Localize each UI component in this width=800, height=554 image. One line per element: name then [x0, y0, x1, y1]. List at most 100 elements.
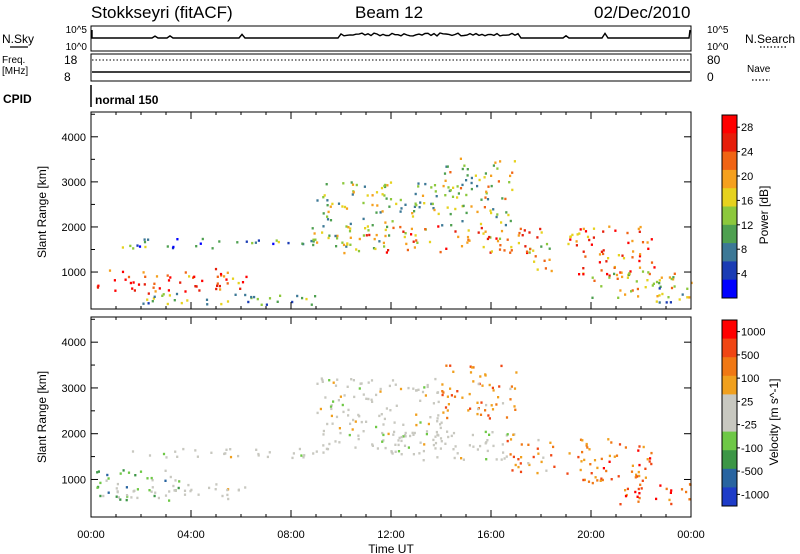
- power-data-cell: [486, 237, 489, 241]
- power-data-cell: [504, 197, 507, 201]
- velocity-data-cell: [434, 447, 437, 450]
- power-data-cell: [631, 256, 634, 259]
- power-data-cell: [582, 273, 585, 276]
- colorbar-tick-label: -100: [741, 443, 763, 455]
- power-data-cell: [462, 204, 465, 208]
- velocity-data-cell: [322, 433, 325, 436]
- power-data-cell: [617, 254, 620, 257]
- velocity-data-cell: [322, 444, 325, 447]
- power-data-cell: [417, 182, 420, 185]
- power-data-cell: [529, 247, 532, 251]
- cpid-label: CPID: [3, 92, 32, 106]
- velocity-data-cell: [452, 448, 455, 451]
- power-data-cell: [384, 228, 387, 232]
- velocity-data-cell: [501, 402, 505, 405]
- power-data-cell: [598, 261, 601, 264]
- velocity-data-cell: [422, 449, 425, 453]
- velocity-data-cell: [429, 416, 432, 419]
- power-data-cell: [651, 284, 654, 287]
- velocity-data-cell: [640, 487, 643, 490]
- power-data-cell: [322, 212, 325, 215]
- velocity-data-cell: [503, 457, 506, 460]
- power-data-cell: [402, 230, 405, 233]
- velocity-data-cell: [447, 435, 450, 439]
- power-data-cell: [362, 234, 365, 237]
- power-data-cell: [395, 202, 398, 206]
- power-data-cell: [346, 243, 349, 246]
- velocity-data-cell: [488, 383, 491, 387]
- velocity-data-cell: [266, 455, 269, 459]
- velocity-data-cell: [650, 451, 653, 455]
- velocity-data-cell: [638, 474, 641, 478]
- power-data-cell: [172, 245, 175, 249]
- power-data-cell: [399, 210, 402, 213]
- velocity-data-cell: [322, 429, 325, 433]
- power-data-cell: [582, 250, 585, 253]
- power-data-cell: [250, 295, 253, 299]
- velocity-data-cell: [610, 478, 613, 481]
- velocity-panel-frame: [90, 316, 692, 518]
- velocity-data-cell: [346, 385, 349, 388]
- velocity-data-cell: [164, 494, 168, 497]
- power-data-cell: [490, 250, 493, 253]
- velocity-data-cell: [225, 448, 228, 451]
- velocity-data-cell: [178, 480, 181, 483]
- power-data-cell: [584, 230, 588, 233]
- power-panel-frame: [90, 111, 692, 310]
- velocity-data-cell: [585, 442, 588, 446]
- power-data-cell: [379, 211, 382, 214]
- velocity-data-cell: [407, 386, 410, 390]
- nsearch-label: N.Search: [745, 32, 795, 46]
- power-data-cell: [644, 286, 647, 289]
- power-data-cell: [326, 204, 329, 207]
- time-axis: 00:00 04:00 08:00 12:00 16:00 20:00 00:00: [77, 529, 705, 541]
- velocity-data-cell: [196, 455, 199, 458]
- power-data-cell: [147, 302, 150, 305]
- power-data-cell: [114, 289, 117, 292]
- y-tick-label: 2000: [62, 429, 86, 441]
- power-data-cell: [385, 251, 388, 254]
- y-tick-label: 4000: [62, 337, 86, 349]
- velocity-data-cell: [513, 387, 517, 390]
- power-data-cell: [637, 227, 640, 231]
- velocity-data-cell: [487, 414, 490, 417]
- velocity-data-cell: [164, 469, 167, 472]
- velocity-data-cell: [382, 433, 385, 437]
- velocity-data-cell: [456, 390, 459, 393]
- velocity-data-cell: [585, 444, 588, 447]
- power-data-cell: [342, 243, 346, 247]
- power-data-cell: [545, 242, 549, 246]
- velocity-data-cell: [500, 458, 503, 461]
- velocity-data-cell: [514, 463, 517, 467]
- power-data-cell: [508, 181, 511, 184]
- power-data-cell: [658, 279, 661, 282]
- power-data-cell: [575, 240, 578, 243]
- velocity-data-cell: [360, 420, 363, 424]
- beam-title: Beam 12: [355, 3, 423, 22]
- velocity-data-cell: [268, 451, 271, 454]
- power-data-cell: [548, 247, 551, 250]
- power-data-cell: [658, 281, 661, 285]
- velocity-data-cell: [97, 470, 100, 473]
- colorbar-frame: [721, 319, 738, 507]
- velocity-data-cell: [96, 471, 99, 474]
- power-data-cell: [341, 241, 344, 244]
- power-data-cell: [245, 275, 248, 279]
- velocity-data-cell: [119, 498, 122, 501]
- x-tick-label: 00:00: [77, 529, 105, 541]
- velocity-data-cell: [638, 463, 641, 467]
- velocity-data-cell: [624, 494, 628, 498]
- velocity-data-cell: [402, 423, 405, 426]
- power-data-cell: [540, 231, 543, 234]
- velocity-data-cell: [669, 491, 672, 494]
- power-data-cell: [608, 225, 611, 228]
- power-data-cell: [507, 213, 510, 217]
- power-data-cell: [658, 294, 661, 297]
- velocity-data-cell: [379, 390, 382, 393]
- velocity-data-cell: [577, 455, 580, 459]
- x-tick-label: 04:00: [177, 529, 205, 541]
- velocity-data-cell: [338, 441, 341, 444]
- velocity-data-cell: [588, 448, 591, 451]
- power-data-cell: [362, 201, 365, 205]
- velocity-data-cell: [319, 407, 322, 411]
